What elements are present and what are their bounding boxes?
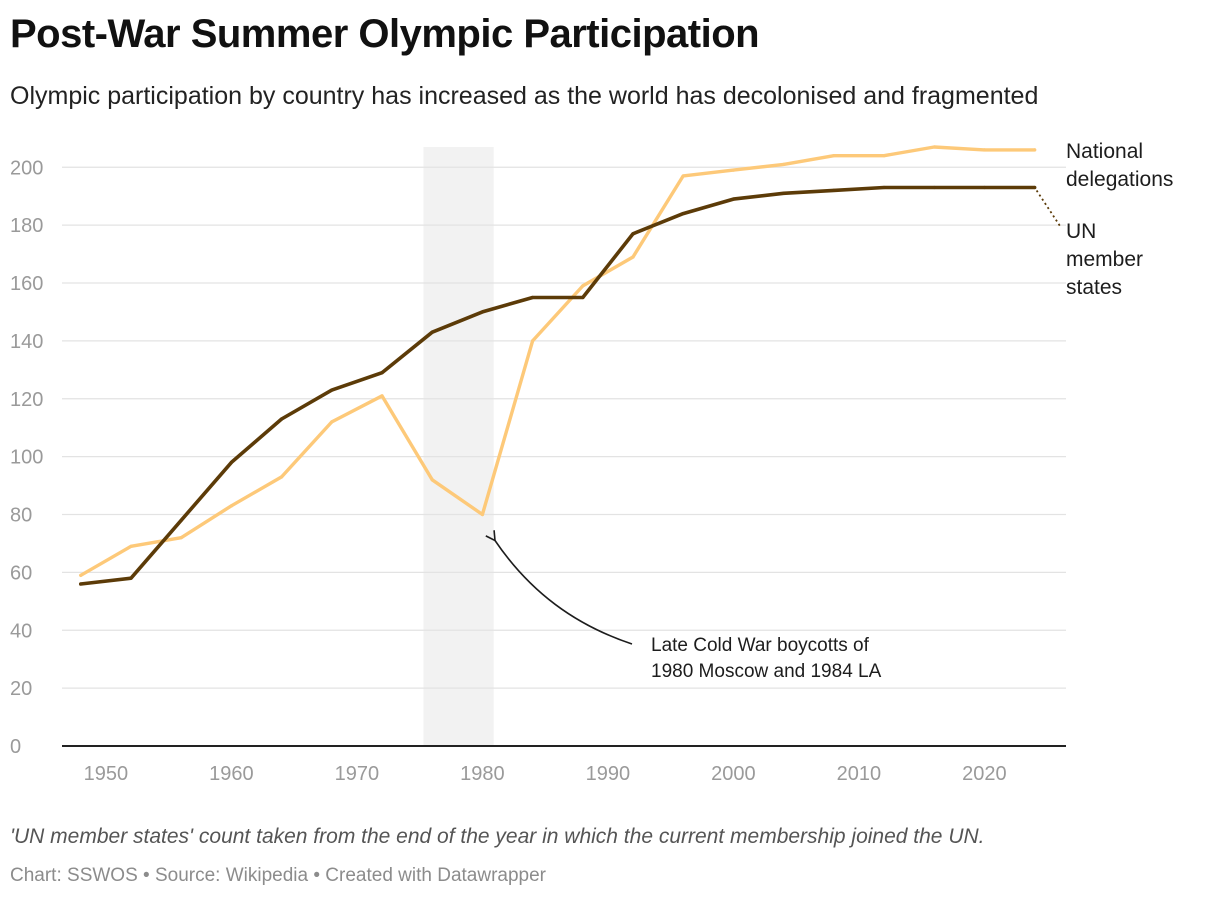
series-label-un-member-states: UN member states xyxy=(1066,220,1143,299)
chart-subtitle: Olympic participation by country has inc… xyxy=(10,82,1039,110)
data-point-national-delegations-1980 xyxy=(480,512,485,517)
data-point-un-member-states-2000 xyxy=(731,197,736,201)
credits-line: Chart: SSWOS • Source: Wikipedia • Creat… xyxy=(10,865,547,886)
data-point-national-delegations-1984 xyxy=(531,339,535,343)
series-label-line: states xyxy=(1066,276,1122,299)
y-tick-label-40: 40 xyxy=(10,620,32,642)
data-point-national-delegations-1976 xyxy=(430,478,434,482)
line-chart: 0 20 40 60 80 100 120 140 160 180 200 1950 1960 1970 1… xyxy=(10,140,1173,785)
x-tick-label-1970: 1970 xyxy=(335,763,380,785)
data-point-un-member-states-2024 xyxy=(1033,185,1037,190)
data-point-un-member-states-1964 xyxy=(280,417,284,421)
data-point-national-delegations-2000 xyxy=(731,168,736,172)
y-tick-label-60: 60 xyxy=(10,562,32,584)
data-point-un-member-states-1992 xyxy=(631,232,635,236)
data-point-un-member-states-2020 xyxy=(982,185,987,190)
x-tick-label-1980: 1980 xyxy=(460,763,505,785)
data-point-national-delegations-1952 xyxy=(129,544,133,548)
data-point-national-delegations-2004 xyxy=(782,162,786,166)
y-tick-label-100: 100 xyxy=(10,447,43,469)
data-point-national-delegations-1996 xyxy=(681,174,685,178)
series-label-national-delegations: National delegations xyxy=(1066,140,1173,191)
data-point-un-member-states-1968 xyxy=(330,388,334,392)
data-point-national-delegations-2012 xyxy=(882,154,886,158)
series-label-line: member xyxy=(1066,248,1143,271)
data-point-national-delegations-2016 xyxy=(932,145,936,149)
x-tick-label-2010: 2010 xyxy=(837,763,882,785)
data-point-un-member-states-2008 xyxy=(832,188,836,193)
data-point-national-delegations-1968 xyxy=(330,420,334,424)
data-point-un-member-states-1960 xyxy=(229,460,234,465)
data-point-un-member-states-1988 xyxy=(581,295,585,300)
annotation-arrow xyxy=(485,530,633,645)
data-point-un-member-states-1980 xyxy=(480,310,485,314)
data-point-un-member-states-2012 xyxy=(882,185,886,190)
data-point-un-member-states-2016 xyxy=(932,185,936,190)
annotation-line: Late Cold War boycotts of xyxy=(651,635,870,656)
data-point-un-member-states-1948 xyxy=(79,582,83,586)
y-tick-label-120: 120 xyxy=(10,389,43,411)
data-point-un-member-states-1996 xyxy=(681,211,685,216)
y-tick-label-140: 140 xyxy=(10,331,43,353)
data-point-national-delegations-1964 xyxy=(280,475,284,479)
series-label-line: UN xyxy=(1066,220,1096,243)
data-point-national-delegations-1972 xyxy=(380,394,384,398)
annotation-line: 1980 Moscow and 1984 LA xyxy=(651,661,882,682)
x-tick-label-2020: 2020 xyxy=(962,763,1007,785)
series-line-national-delegations xyxy=(79,145,1037,577)
y-tick-label-80: 80 xyxy=(10,505,32,527)
x-tick-label-1950: 1950 xyxy=(84,763,129,785)
un-label-leader xyxy=(1035,190,1061,227)
data-point-national-delegations-1960 xyxy=(229,504,234,508)
data-point-national-delegations-1948 xyxy=(79,573,83,577)
data-point-un-member-states-1976 xyxy=(430,330,434,334)
footnote: 'UN member states' count taken from the … xyxy=(10,825,985,848)
annotation-boycotts: Late Cold War boycotts of 1980 Moscow and… xyxy=(651,635,882,682)
data-point-national-delegations-1956 xyxy=(179,536,183,540)
data-point-un-member-states-1984 xyxy=(531,295,535,300)
y-tick-label-200: 200 xyxy=(10,157,43,179)
y-tick-label-180: 180 xyxy=(10,215,43,237)
data-point-un-member-states-1972 xyxy=(380,371,384,375)
highlight-band xyxy=(423,147,494,746)
data-point-un-member-states-2004 xyxy=(782,191,786,195)
data-point-national-delegations-2024 xyxy=(1033,148,1037,152)
data-point-national-delegations-2008 xyxy=(832,154,836,158)
data-point-national-delegations-1992 xyxy=(631,255,635,259)
series-label-line: delegations xyxy=(1066,168,1173,191)
x-tick-label-1990: 1990 xyxy=(586,763,631,785)
data-point-national-delegations-1988 xyxy=(581,284,585,288)
y-tick-label-20: 20 xyxy=(10,678,32,700)
chart-title: Post-War Summer Olympic Participation xyxy=(10,12,760,56)
series-line-un-member-states xyxy=(79,185,1037,586)
data-point-un-member-states-1952 xyxy=(129,576,133,580)
data-point-national-delegations-2020 xyxy=(982,148,987,152)
x-tick-label-1960: 1960 xyxy=(209,763,254,785)
x-tick-label-2000: 2000 xyxy=(711,763,756,785)
y-tick-label-0: 0 xyxy=(10,736,21,758)
series-label-line: National xyxy=(1066,140,1143,163)
data-point-un-member-states-1956 xyxy=(179,518,183,522)
y-tick-label-160: 160 xyxy=(10,273,43,295)
